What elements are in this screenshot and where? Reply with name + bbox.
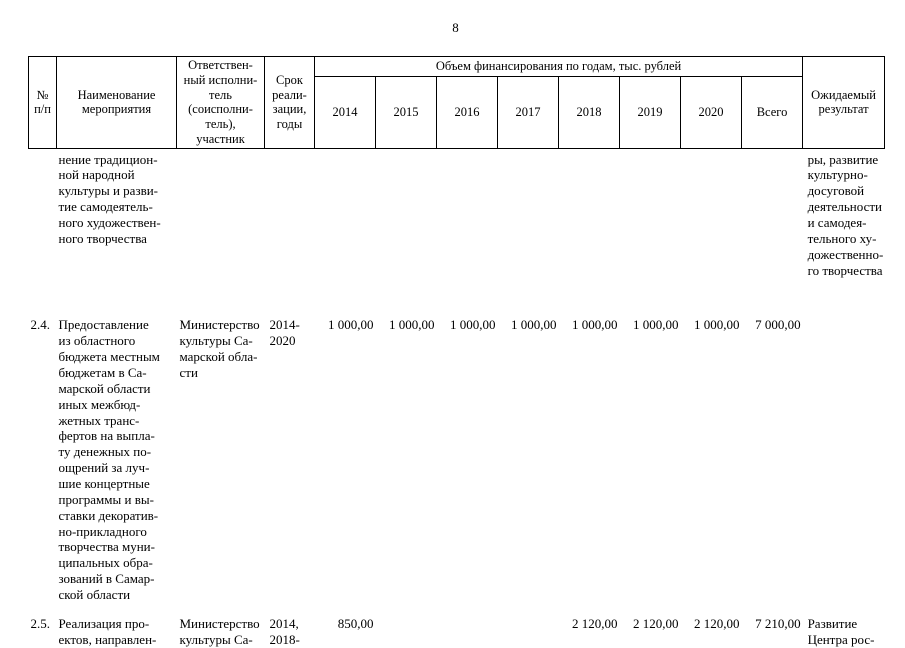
cell-num (29, 148, 57, 314)
cell-value-total: 7 000,00 (755, 317, 801, 333)
cell-term: 2014, 2018- (269, 615, 300, 647)
table-header: № п/п Наименование мероприятия Ответстве… (28, 56, 886, 149)
cell-term (265, 148, 315, 314)
cell-value-2019 (620, 148, 681, 314)
cell-value-2015 (376, 148, 437, 314)
header-expected-result: Ожидаемый результат (802, 56, 886, 149)
cell-value-2016 (437, 613, 498, 648)
page-number: 8 (452, 20, 459, 35)
cell-expected-result: Развитие Центра рос- (807, 615, 875, 647)
cell-expected-result (803, 314, 885, 612)
header-num: № п/п (28, 56, 57, 149)
header-total: Всего (740, 75, 804, 149)
header-year-2017: 2017 (497, 75, 559, 149)
cell-value-2018: 1 000,00 (572, 317, 618, 333)
cell-executor: Министерство культуры Са- марской обла- … (179, 317, 260, 380)
cell-activity-name: нение традицион- ной народной культуры и… (58, 151, 161, 246)
header-term: Срок реали- зации, годы (264, 56, 315, 149)
cell-value-2018 (559, 148, 620, 314)
table-row-2-5: 2.5. Реализация про- ектов, направлен- М… (29, 613, 885, 648)
cell-value-2020: 2 120,00 (694, 615, 740, 631)
cell-activity-name: Реализация про- ектов, направлен- (58, 615, 157, 647)
cell-value-total (742, 148, 803, 314)
cell-activity-name: Предоставление из областного бюджета мес… (58, 317, 160, 602)
cell-value-2017: 1 000,00 (511, 317, 557, 333)
cell-num: 2.5. (30, 615, 51, 631)
header-year-2020: 2020 (680, 75, 742, 149)
cell-value-2014 (315, 148, 376, 314)
cell-value-2015: 1 000,00 (389, 317, 435, 333)
cell-value-2020 (681, 148, 742, 314)
cell-executor: Министерство культуры Са- (179, 615, 260, 647)
cell-value-2019: 2 120,00 (633, 615, 679, 631)
table-row-continuation: нение традицион- ной народной культуры и… (29, 148, 885, 314)
table-row-2-4: 2.4. Предоставление из областного бюджет… (29, 314, 885, 612)
header-activity-name: Наименование мероприятия (56, 56, 177, 149)
cell-executor (177, 148, 265, 314)
cell-value-2015 (376, 613, 437, 648)
cell-value-2018: 2 120,00 (572, 615, 618, 631)
header-year-2019: 2019 (619, 75, 681, 149)
header-year-2014: 2014 (314, 75, 376, 149)
header-executor: Ответствен- ный исполни- тель (соисполни… (176, 56, 265, 149)
header-year-2015: 2015 (375, 75, 437, 149)
cell-expected-result: ры, развитие культурно- досуговой деятел… (807, 151, 884, 278)
header-finance-group: Объем финансирования по годам, тыс. рубл… (313, 56, 804, 77)
cell-value-2019: 1 000,00 (633, 317, 679, 333)
cell-value-2014: 850,00 (337, 615, 374, 631)
header-year-2018: 2018 (558, 75, 620, 149)
cell-value-2017 (498, 148, 559, 314)
cell-value-2014: 1 000,00 (328, 317, 374, 333)
cell-num: 2.4. (30, 317, 51, 333)
cell-term: 2014- 2020 (269, 317, 300, 349)
header-year-2016: 2016 (436, 75, 498, 149)
cell-value-2016: 1 000,00 (450, 317, 496, 333)
cell-value-2020: 1 000,00 (694, 317, 740, 333)
cell-value-2017 (498, 613, 559, 648)
table-body: нение традицион- ной народной культуры и… (29, 148, 885, 648)
cell-value-total: 7 210,00 (755, 615, 801, 631)
financing-table: № п/п Наименование мероприятия Ответстве… (28, 56, 886, 648)
cell-value-2016 (437, 148, 498, 314)
